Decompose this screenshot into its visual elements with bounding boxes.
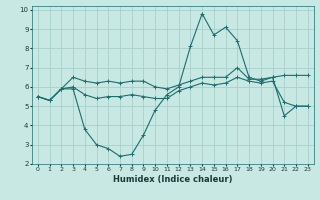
X-axis label: Humidex (Indice chaleur): Humidex (Indice chaleur) (113, 175, 233, 184)
